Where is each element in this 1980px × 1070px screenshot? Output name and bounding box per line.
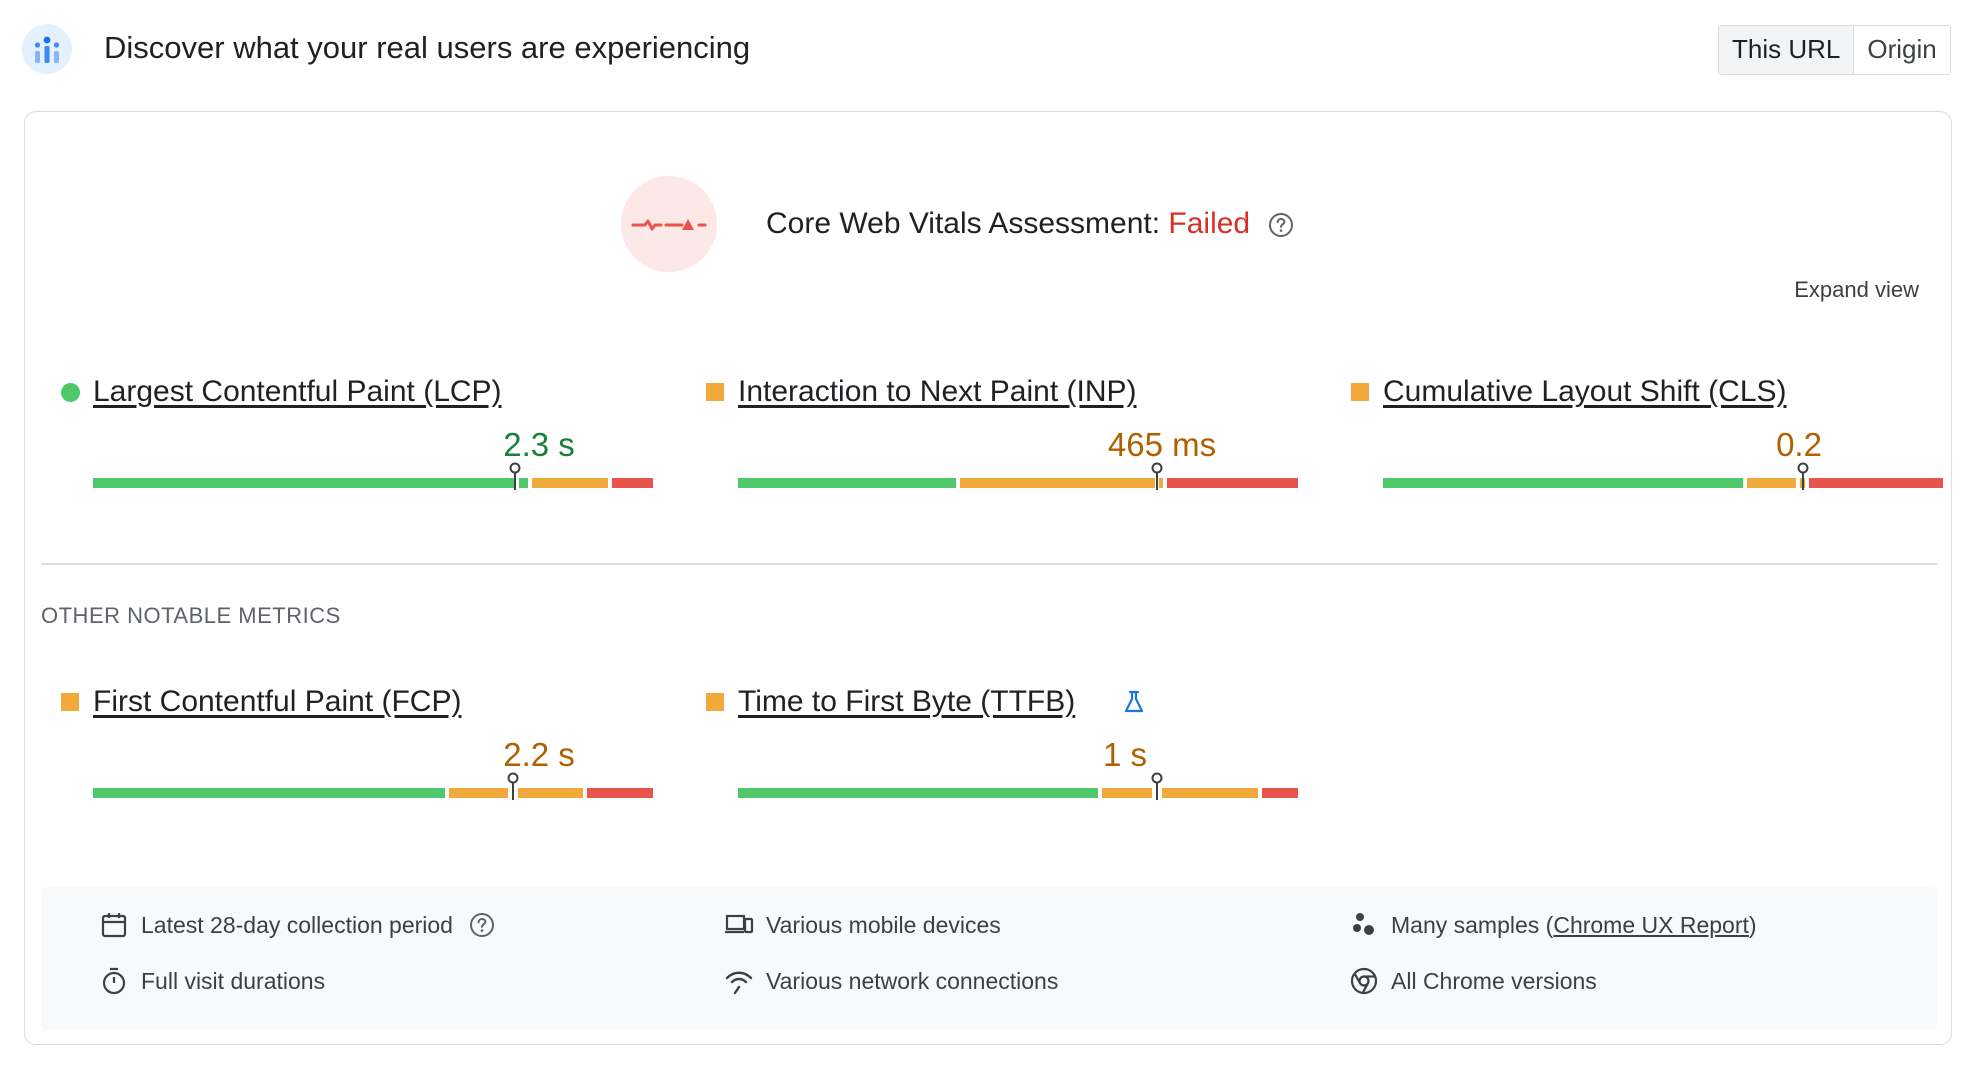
needs-improvement-segment [1747, 478, 1796, 488]
metric-inp: Interaction to Next Paint (INP) 465 ms [706, 372, 1298, 522]
devices-icon [725, 914, 754, 934]
poor-segment [1809, 478, 1943, 488]
chrome-versions-info: All Chrome versions [1349, 963, 1597, 999]
needs-improvement-status-icon [61, 693, 79, 711]
metric-cls-distribution-bar [1383, 462, 1943, 490]
p75-marker-icon [507, 772, 519, 800]
chrome-ux-report-link[interactable]: Chrome UX Report [1553, 911, 1749, 938]
needs-improvement-segment [1159, 478, 1163, 488]
origin-button[interactable]: Origin [1854, 26, 1950, 74]
poor-segment [612, 478, 653, 488]
p75-marker-icon [509, 462, 521, 490]
data-info-panel: Latest 28-day collection period Full vis… [41, 887, 1937, 1030]
needs-improvement-segment [960, 478, 1155, 488]
metric-fcp-distribution-bar [93, 772, 653, 800]
stopwatch-icon [102, 967, 126, 995]
metric-ttfb-value: 1 s [1102, 736, 1148, 773]
assessment-status: Failed [1168, 207, 1251, 240]
metric-inp-value: 465 ms [1107, 426, 1217, 463]
metric-lcp-value: 2.3 s [503, 426, 575, 463]
needs-improvement-segment [449, 788, 508, 798]
metric-inp-name[interactable]: Interaction to Next Paint (INP) [738, 375, 1137, 408]
experimental-flask-icon [1124, 690, 1144, 713]
expand-view-link[interactable]: Expand view [1794, 277, 1919, 302]
help-icon[interactable] [469, 912, 495, 938]
chrome-versions-text: All Chrome versions [1391, 967, 1597, 994]
devices-info: Various mobile devices [724, 907, 1001, 943]
chrome-icon [1350, 967, 1378, 995]
p75-marker-icon [1151, 772, 1163, 800]
metric-cls-value: 0.2 [1776, 426, 1822, 463]
metric-ttfb: Time to First Byte (TTFB) 1 s [706, 682, 1298, 832]
poor-segment [587, 788, 653, 798]
samples-dots-icon [1353, 913, 1374, 935]
poor-segment [1167, 478, 1298, 488]
good-segment [93, 478, 515, 488]
failed-assessment-icon [621, 176, 717, 272]
metric-ttfb-distribution-bar [738, 772, 1298, 800]
visit-durations-info: Full visit durations [99, 963, 325, 999]
good-segment [738, 788, 1098, 798]
needs-improvement-status-icon [706, 693, 724, 711]
network-signal-icon [725, 971, 753, 995]
metric-fcp-value: 2.2 s [503, 736, 575, 773]
devices-text: Various mobile devices [766, 911, 1001, 938]
needs-improvement-segment [518, 788, 583, 798]
this-url-button[interactable]: This URL [1719, 26, 1855, 74]
needs-improvement-segment [1162, 788, 1258, 798]
metric-cls: Cumulative Layout Shift (CLS) 0.2 [1351, 372, 1943, 522]
good-segment [93, 788, 445, 798]
good-status-icon [61, 383, 80, 402]
good-segment [519, 478, 528, 488]
poor-segment [1262, 788, 1298, 798]
page-title: Discover what your real users are experi… [104, 30, 751, 65]
samples-suffix: ) [1748, 911, 1757, 938]
metric-lcp: Largest Contentful Paint (LCP) 2.3 s [61, 372, 653, 522]
samples-prefix: Many samples ( [1391, 911, 1554, 938]
metric-lcp-name[interactable]: Largest Contentful Paint (LCP) [93, 375, 502, 408]
samples-info: Many samples (Chrome UX Report) [1349, 907, 1757, 943]
field-data-card: Core Web Vitals Assessment: Failed Expan… [24, 111, 1952, 1045]
visit-durations-text: Full visit durations [141, 967, 326, 994]
good-segment [1383, 478, 1743, 488]
metric-inp-distribution-bar [738, 462, 1298, 490]
assessment-label: Core Web Vitals Assessment: [766, 207, 1161, 240]
metric-cls-name[interactable]: Cumulative Layout Shift (CLS) [1383, 375, 1787, 408]
collection-period-info: Latest 28-day collection period [99, 907, 495, 943]
pagespeed-logo-icon [22, 24, 72, 74]
metric-fcp: First Contentful Paint (FCP) 2.2 s [61, 682, 653, 832]
other-metrics-heading: OTHER NOTABLE METRICS [41, 603, 341, 628]
calendar-icon [101, 913, 127, 938]
good-segment [738, 478, 956, 488]
section-divider [41, 563, 1937, 565]
metric-fcp-name[interactable]: First Contentful Paint (FCP) [93, 685, 462, 718]
needs-improvement-segment [1102, 788, 1152, 798]
metric-lcp-distribution-bar [93, 462, 653, 490]
network-info: Various network connections [724, 963, 1058, 999]
assessment-heading: Core Web Vitals Assessment: Failed [766, 202, 1294, 246]
url-origin-toggle[interactable]: This URL Origin [1718, 25, 1951, 75]
help-icon[interactable] [1268, 212, 1294, 238]
network-text: Various network connections [766, 967, 1059, 994]
needs-improvement-status-icon [1351, 383, 1369, 401]
p75-marker-icon [1797, 462, 1809, 490]
metric-ttfb-name[interactable]: Time to First Byte (TTFB) [738, 685, 1076, 718]
needs-improvement-segment [532, 478, 608, 488]
p75-marker-icon [1151, 462, 1163, 490]
needs-improvement-status-icon [706, 383, 724, 401]
collection-period-text: Latest 28-day collection period [141, 911, 453, 938]
